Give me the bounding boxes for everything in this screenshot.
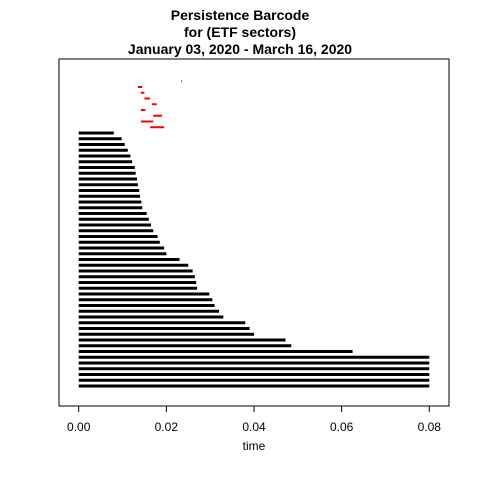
plot-frame bbox=[58, 58, 450, 407]
x-tick-label: 0.04 bbox=[242, 420, 266, 434]
x-tick-label: 0.06 bbox=[330, 420, 354, 434]
x-tick-label: 0.02 bbox=[155, 420, 179, 434]
bars-group bbox=[78, 80, 430, 388]
x-axis: 0.00 0.02 0.04 0.06 0.08 bbox=[67, 405, 442, 434]
x-tick-label: 0.00 bbox=[67, 420, 91, 434]
x-axis-label: time bbox=[243, 439, 266, 453]
chart-title-line-3: January 03, 2020 - March 16, 2020 bbox=[127, 41, 353, 57]
x-tick-label: 0.08 bbox=[418, 420, 442, 434]
chart-title-line-1: Persistence Barcode bbox=[170, 7, 310, 23]
chart-title-line-2: for (ETF sectors) bbox=[183, 24, 296, 40]
